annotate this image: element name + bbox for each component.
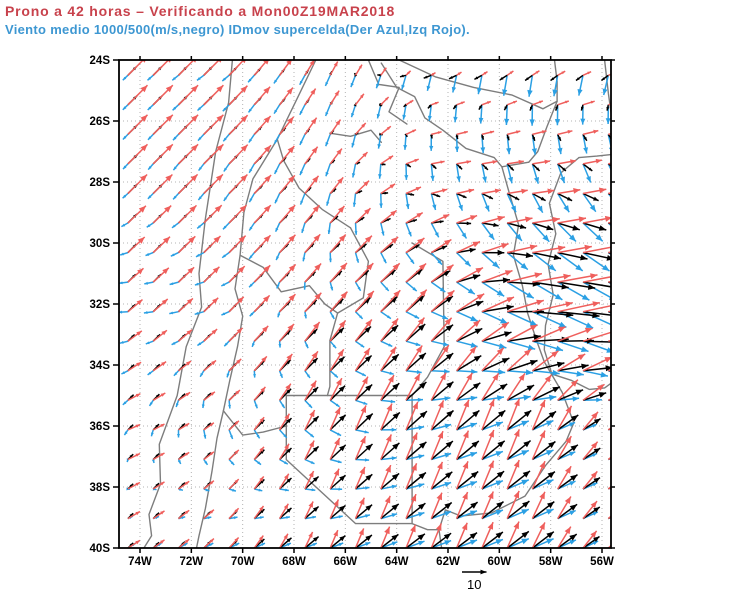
wind-vectors-supercell_right — [119, 74, 611, 548]
y-tick-label: 40S — [90, 543, 111, 555]
y-tick-label: 34S — [90, 360, 111, 372]
y-tick-label: 26S — [90, 116, 111, 128]
map-path-cordoba-sanluis-border — [326, 227, 370, 397]
y-tick-label: 36S — [90, 421, 111, 433]
map-path-salta-wedge — [367, 60, 408, 125]
x-tick-label: 74W — [128, 556, 152, 568]
x-tick-label: 60W — [488, 556, 512, 568]
map-path-pilcomayo-paraguay-border — [398, 60, 558, 110]
map-path-sanjuan-mendoza-border — [239, 254, 339, 314]
x-tick-label: 68W — [282, 556, 306, 568]
reference-vector: 10 — [462, 569, 487, 592]
chart-title-line2: Viento medio 1000/500(m/s,negro) IDmov s… — [5, 22, 470, 37]
map-path-catamarca-border — [276, 138, 352, 229]
map-path-neuquen-border — [222, 410, 287, 436]
axis-labels: 24S 26S 28S 30S 32S 34S 36S 38S 40S 74W 72W 70W 68W 6… — [90, 55, 614, 568]
map-path-rio-negro-border — [411, 522, 440, 531]
wind-vectors-mean_wind — [127, 65, 611, 548]
map-path-chaco-border — [380, 62, 503, 168]
x-tick-label: 64W — [385, 556, 409, 568]
y-tick-label: 32S — [90, 299, 111, 311]
y-tick-label: 24S — [90, 55, 111, 67]
x-tick-label: 56W — [590, 556, 614, 568]
map-path-rio-parana-west — [501, 161, 545, 363]
x-tick-label: 70W — [231, 556, 255, 568]
y-tick-label: 28S — [90, 177, 111, 189]
x-tick-label: 72W — [180, 556, 204, 568]
x-tick-label: 66W — [334, 556, 358, 568]
reference-vector-label: 10 — [467, 577, 481, 592]
x-tick-label: 58W — [539, 556, 563, 568]
plot-frame — [113, 56, 615, 553]
map-outline — [143, 60, 611, 548]
y-tick-label: 30S — [90, 238, 111, 250]
wind-vectors-supercell_left — [127, 60, 611, 548]
map-path-tucuman-border — [329, 129, 382, 144]
map-path-alto-parana-misiones — [578, 60, 611, 159]
map-path-plata-uruguay-coast — [551, 373, 611, 391]
chart-title-line1: Prono a 42 horas – Verificando a Mon00Z1… — [5, 3, 396, 19]
x-tick-label: 62W — [436, 556, 460, 568]
y-tick-label: 38S — [90, 482, 111, 494]
